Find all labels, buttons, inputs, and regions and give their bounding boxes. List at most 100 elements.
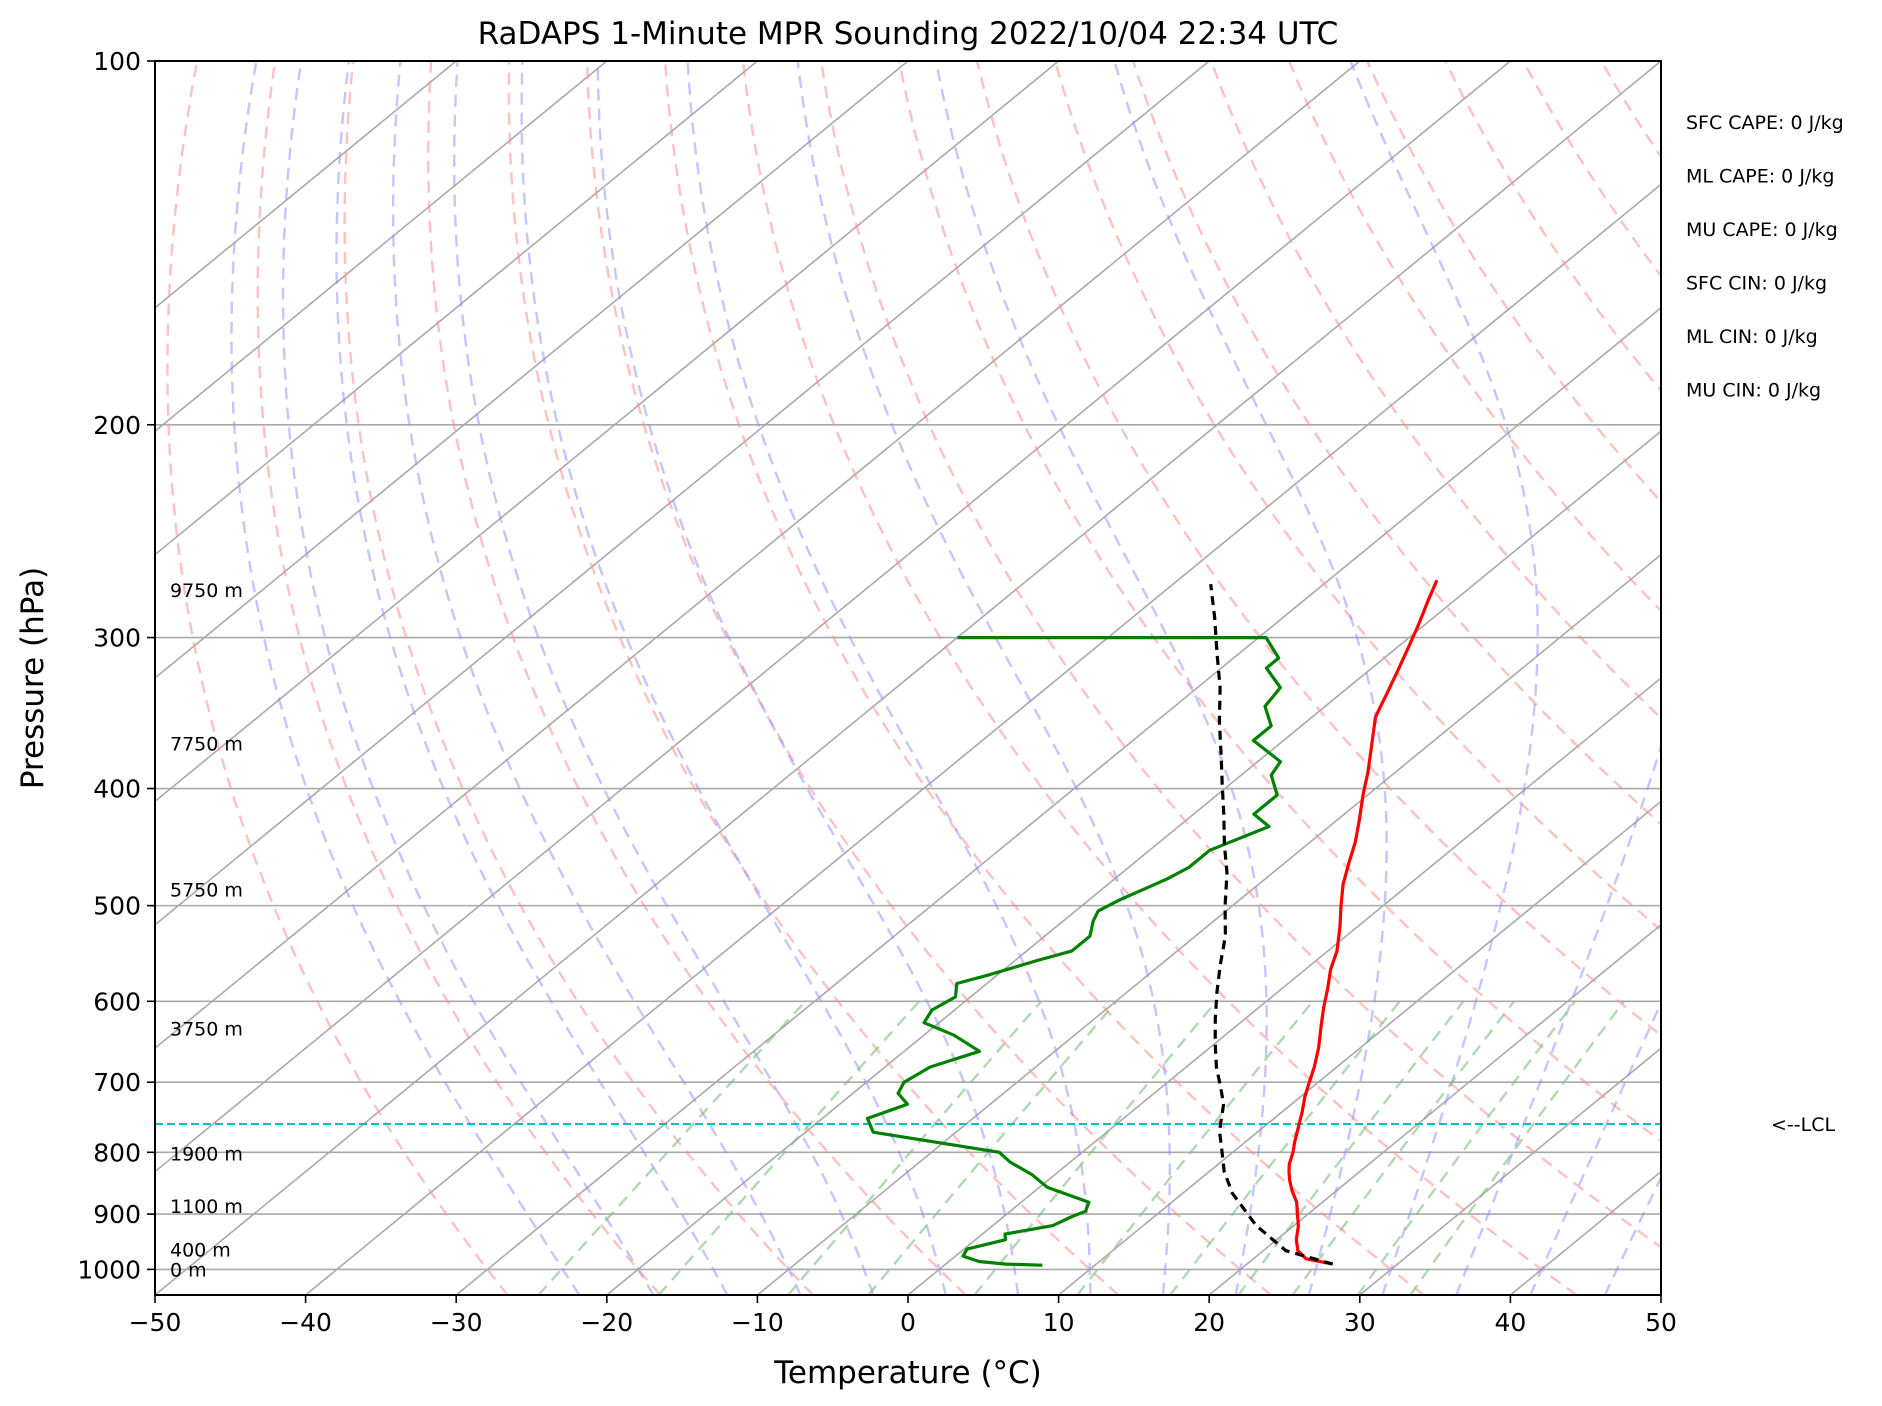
dry-adiabat-line [1209,61,1661,720]
height-label: 7750 m [170,733,243,755]
moist-adiabat-line [1529,1000,1661,1295]
y-tick-label: 400 [93,775,141,804]
dry-adiabat-line [1600,61,1661,159]
dry-adiabat-line [166,61,509,1295]
isotherm-line [756,553,1661,1295]
height-label: 9750 m [170,580,243,602]
stability-index: SFC CIN: 0 J/kg [1686,273,1827,295]
isotherm-line [155,61,1661,1295]
dry-adiabat-line [1131,61,1661,826]
mixing-ratio-line [787,1000,1043,1295]
moist-adiabat-line [335,61,729,1295]
x-tick-label: 40 [1494,1308,1526,1337]
isotherm-line [155,61,457,309]
moist-adiabat-line [1455,61,1661,1295]
moist-adiabat-line [520,61,947,1295]
mixing-ratio-line [973,1000,1218,1295]
mixing-ratio-line [1237,1000,1465,1295]
height-label: 1100 m [170,1196,243,1218]
height-label: 400 m [170,1240,231,1262]
plot-area-grid [155,61,1882,1295]
moist-adiabat-line [281,61,655,1295]
moist-adiabat-line [1603,1174,1661,1295]
isotherm-line [1208,923,1661,1295]
x-tick-label: 10 [1043,1308,1075,1337]
stability-index: MU CAPE: 0 J/kg [1686,219,1838,241]
mixing-ratio-line [1076,1000,1314,1295]
isotherm-line [155,61,1060,803]
plot-area-data [155,579,1661,1267]
mixing-ratio-line [1291,1000,1516,1295]
dry-adiabat-line [256,61,662,1295]
y-tick-label: 600 [93,987,141,1016]
y-axis: 100 200 300 400 500 600 700 800 900 1000 [77,47,155,1284]
stability-indices: SFC CAPE: 0 J/kg ML CAPE: 0 J/kg MU CAPE: … [1686,112,1844,402]
moist-adiabat-line [796,61,1171,1295]
y-tick-label: 800 [93,1138,141,1167]
x-axis-label: Temperature (°C) [773,1355,1042,1391]
isotherm-line [155,61,1511,1173]
moist-adiabat-line [1349,61,1539,1295]
isotherm-line [1509,1170,1661,1295]
stability-index: ML CAPE: 0 J/kg [1686,166,1834,188]
y-tick-label: 700 [93,1068,141,1097]
isotherm-line [155,61,909,680]
y-tick-label: 900 [93,1200,141,1229]
dry-adiabat-line [819,61,1661,1249]
parcel-profile [1209,584,1334,1266]
moist-adiabat-line [1113,61,1388,1295]
height-label: 0 m [170,1259,207,1281]
y-tick-label: 100 [93,47,141,76]
stability-index: ML CIN: 0 J/kg [1686,326,1818,348]
dry-adiabat-line [975,61,1661,1038]
y-tick-label: 500 [93,892,141,921]
isotherm-line [1359,1047,1661,1295]
dry-adiabat-line [1522,61,1661,279]
mixing-ratio-line [1169,1000,1401,1295]
isotherm-line [155,61,1361,1050]
moist-adiabat-line [934,61,1268,1295]
stability-index: MU CIN: 0 J/kg [1686,380,1821,402]
x-tick-label: −50 [129,1308,182,1337]
moist-adiabat-line [452,61,875,1295]
isotherm-line [606,430,1661,1295]
mixing-ratio-line [867,1000,1118,1295]
dry-adiabat-line [1835,61,1882,1295]
dry-adiabat-line [663,61,1425,1295]
x-tick-label: 30 [1344,1308,1376,1337]
dry-adiabat-line [741,61,1578,1295]
height-labels: 9750 m 7750 m 5750 m 3750 m 1900 m 1100 m 400 … [170,580,1835,1281]
isotherm-line [155,61,758,556]
moist-adiabat-line [596,61,1020,1295]
y-tick-label: 300 [93,624,141,653]
x-tick-label: 0 [900,1308,916,1337]
height-label: 3750 m [170,1019,243,1041]
isotherm-line [907,676,1661,1295]
dry-adiabat-line [1679,61,1882,1295]
x-tick-label: 20 [1193,1308,1225,1337]
moist-adiabat-line [391,61,802,1295]
height-label: 1900 m [170,1144,243,1166]
mixing-ratio-line [657,1000,921,1295]
mixing-ratio-line [1356,1000,1576,1295]
y-tick-label: 1000 [77,1255,141,1284]
dry-adiabat-line [1053,61,1661,932]
temperature-profile [1287,579,1439,1266]
isotherm-line [155,61,608,433]
moist-adiabat-line [230,61,581,1295]
x-tick-label: −40 [279,1308,332,1337]
dewpoint-profile [865,636,1282,1267]
x-tick-label: −30 [430,1308,483,1337]
y-axis-label: Pressure (hPa) [15,567,51,789]
x-tick-label: −20 [580,1308,633,1337]
dry-adiabat-line [507,61,1120,1295]
x-tick-label: −10 [731,1308,784,1337]
lcl-label: <--LCL [1771,1114,1835,1136]
y-tick-label: 200 [93,411,141,440]
dry-adiabat-line [343,61,814,1295]
dry-adiabat-line [426,61,967,1295]
isotherm-line [1058,800,1661,1295]
height-label: 5750 m [170,880,243,902]
isotherm-line [155,61,1210,926]
